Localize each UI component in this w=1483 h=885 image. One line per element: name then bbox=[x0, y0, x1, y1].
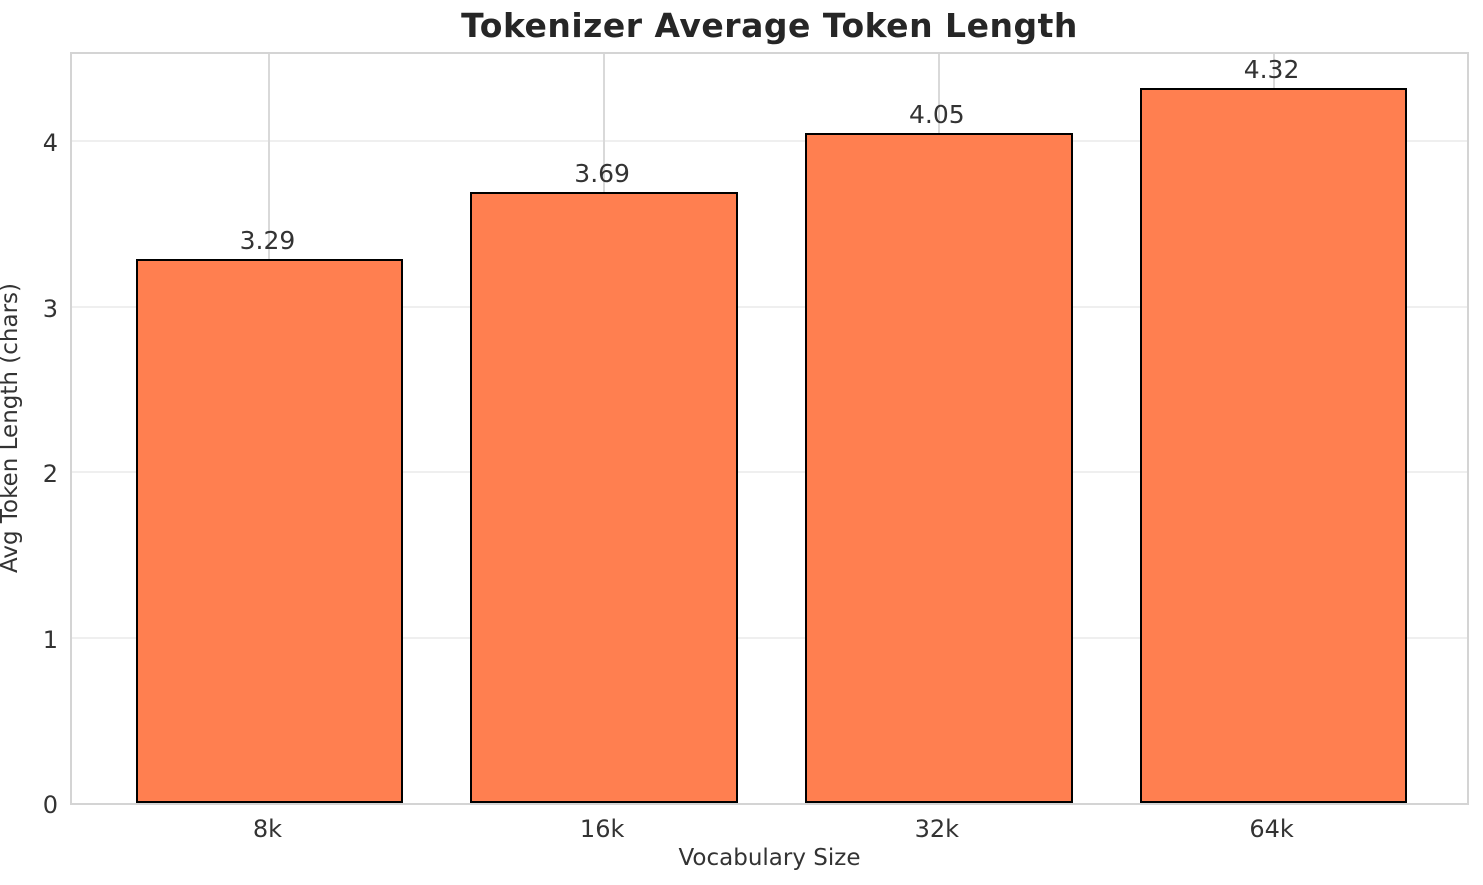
y-tick-label: 2 bbox=[42, 460, 58, 488]
plot-area bbox=[70, 52, 1469, 805]
bar-8k bbox=[135, 258, 404, 803]
x-tick-label: 16k bbox=[579, 815, 625, 843]
y-tick-label: 0 bbox=[42, 791, 58, 819]
bar-value-label: 3.69 bbox=[574, 159, 630, 189]
x-tick-label: 64k bbox=[1249, 815, 1294, 843]
gridline-horizontal bbox=[72, 305, 1467, 308]
gridline-horizontal bbox=[72, 140, 1467, 143]
bar-value-label: 4.32 bbox=[1243, 55, 1300, 85]
y-axis-label: Avg Token Length (chars) bbox=[0, 282, 23, 574]
bar-value-label: 3.29 bbox=[239, 225, 296, 255]
y-tick-label: 1 bbox=[42, 625, 58, 654]
gridline-horizontal bbox=[72, 471, 1467, 474]
bar-value-label: 4.05 bbox=[909, 99, 965, 129]
bar-64k bbox=[1139, 88, 1408, 803]
x-tick-label: 8k bbox=[252, 815, 283, 843]
y-tick-label: 3 bbox=[42, 294, 58, 323]
bar-32k bbox=[804, 132, 1073, 803]
gridline-horizontal bbox=[72, 636, 1467, 639]
x-axis-label: Vocabulary Size bbox=[678, 845, 861, 871]
x-tick-label: 32k bbox=[914, 815, 960, 843]
y-tick-label: 4 bbox=[42, 129, 58, 158]
bar-16k bbox=[470, 192, 739, 803]
chart-title: Tokenizer Average Token Length bbox=[461, 6, 1078, 45]
